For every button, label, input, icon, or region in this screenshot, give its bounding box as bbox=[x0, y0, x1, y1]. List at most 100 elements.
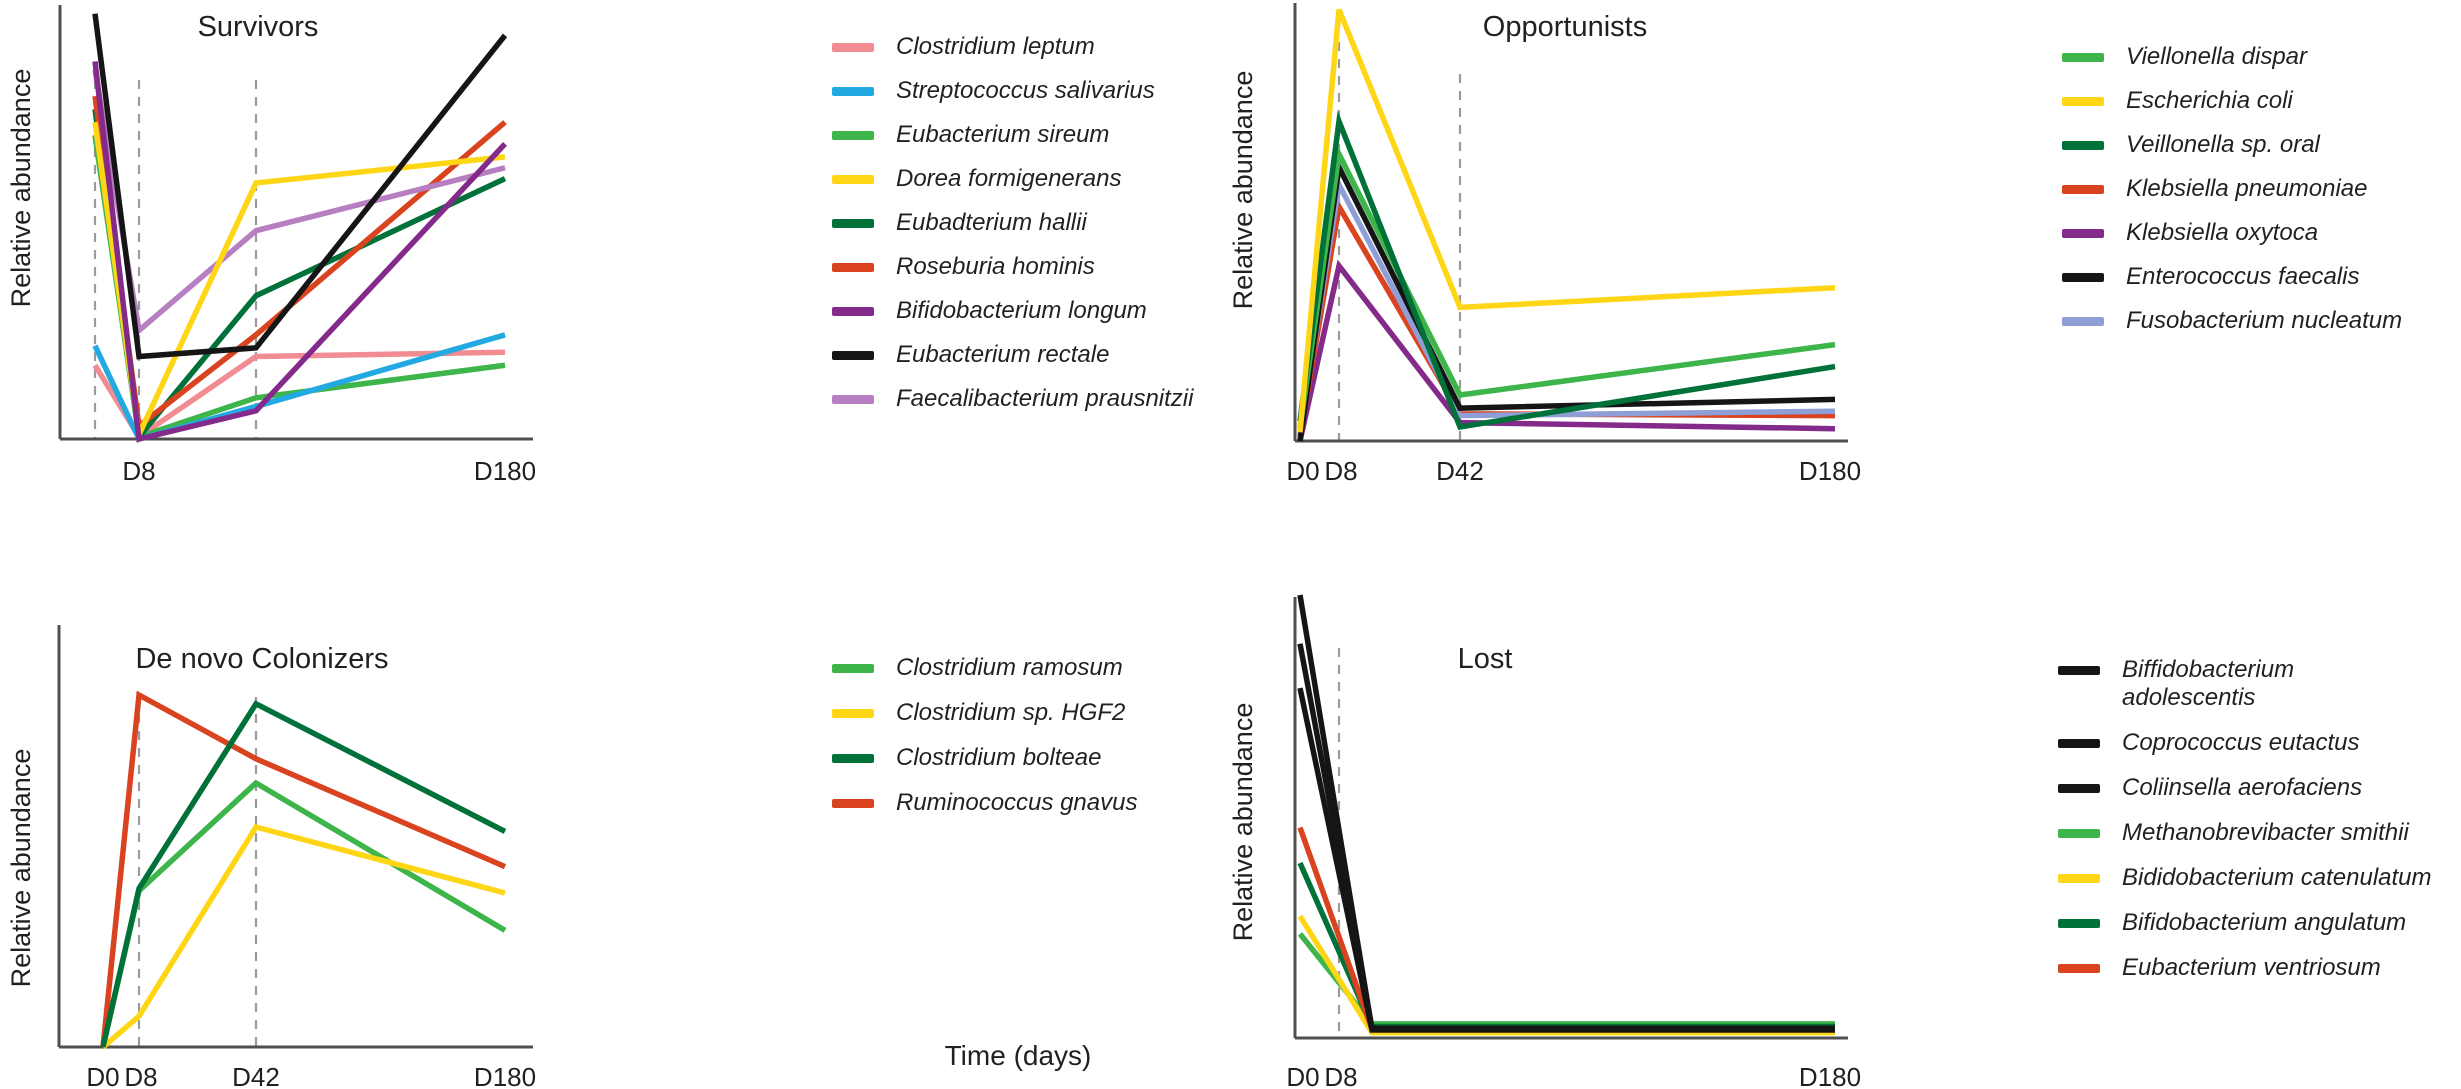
x-tick-label: D8 bbox=[1324, 1062, 1357, 1089]
series-line-biffidobacterium-adolescentis bbox=[1297, 594, 1835, 1032]
legend-label: Streptococcus salivarius bbox=[896, 77, 1155, 104]
legend-label: Coprococcus eutactus bbox=[2122, 729, 2360, 756]
legend-label: Dorea formigenerans bbox=[896, 165, 1122, 192]
x-tick-label: D180 bbox=[1799, 1062, 1861, 1089]
series-line-coliinsella-aerofaciens bbox=[1297, 643, 1835, 1032]
legend-label: Escherichia coli bbox=[2126, 87, 2293, 114]
legend-swatch bbox=[832, 709, 874, 718]
x-tick-label: D8 bbox=[122, 456, 155, 486]
legend-item: Eubacterium sireum bbox=[832, 121, 1193, 149]
series-line-dorea-formigenerans bbox=[92, 121, 506, 445]
x-tick-label: D42 bbox=[232, 1062, 280, 1089]
x-tick-label: D8 bbox=[124, 1062, 157, 1089]
legend-label: Bididobacterium catenulatum bbox=[2122, 864, 2432, 891]
legend-label: Bifidobacterium angulatum bbox=[2122, 909, 2407, 936]
legend-opportunists: Viellonella dispar Escherichia coli Veillo… bbox=[2062, 43, 2402, 351]
x-tick-label: D0 bbox=[1286, 1062, 1319, 1089]
legend-label: Methanobrevibacter smithii bbox=[2122, 819, 2409, 846]
y-axis-title: Relative abundance bbox=[1228, 71, 1258, 310]
y-axis-title: Relative abundance bbox=[6, 749, 36, 988]
legend-swatch bbox=[832, 87, 874, 96]
x-tick-label: D0 bbox=[86, 1062, 119, 1089]
panel-title: Opportunists bbox=[1483, 11, 1647, 43]
panel-de-novo-colonizers: De novo Colonizers D0 D8 D42 D180 Relative ab… bbox=[6, 625, 536, 1089]
legend-item: Eubacterium rectale bbox=[832, 341, 1193, 369]
legend-label: Roseburia hominis bbox=[896, 253, 1095, 280]
legend-swatch bbox=[2058, 739, 2100, 748]
legend-label: Clostridium leptum bbox=[896, 33, 1095, 60]
legend-item: Klebsiella oxytoca bbox=[2062, 219, 2402, 247]
legend-swatch bbox=[2058, 964, 2100, 973]
legend-label: Enterococcus faecalis bbox=[2126, 263, 2360, 290]
legend-item: Roseburia hominis bbox=[832, 253, 1193, 281]
legend-item: Bifidobacterium longum bbox=[832, 297, 1193, 325]
legend-swatch bbox=[832, 395, 874, 404]
series-line-veillonella-sp-oral bbox=[1297, 110, 1836, 431]
series-line-clostridium-bolteae bbox=[100, 700, 507, 1048]
legend-label: Eubacterium rectale bbox=[896, 341, 1110, 368]
y-axis-title: Relative abundance bbox=[1228, 703, 1258, 942]
legend-label: Clostridium bolteae bbox=[896, 744, 1102, 771]
legend-swatch bbox=[2062, 141, 2104, 150]
legend-item: Eubacterium ventriosum bbox=[2058, 954, 2432, 982]
legend-item: Clostridium bolteae bbox=[832, 744, 1137, 772]
panel-lost: Lost D0 D8 D180 Relative abundance bbox=[1228, 594, 1861, 1089]
series-line-roseburia-hominis bbox=[92, 95, 507, 432]
legend-swatch bbox=[832, 351, 874, 360]
panel-title: De novo Colonizers bbox=[135, 643, 388, 675]
series-line-coprococcus-eutactus bbox=[1297, 687, 1835, 1033]
legend-item: Bifidobacterium angulatum bbox=[2058, 909, 2432, 937]
legend-label: Eubadterium hallii bbox=[896, 209, 1087, 236]
x-tick-label: D180 bbox=[474, 456, 536, 486]
legend-swatch bbox=[2058, 666, 2100, 675]
x-tick-label: D8 bbox=[1324, 456, 1357, 486]
legend-item: Bididobacterium catenulatum bbox=[2058, 864, 2432, 892]
panel-opportunists: Opportunists D0 D8 D42 D180 Relative abundanc… bbox=[1228, 3, 1861, 486]
legend-swatch bbox=[2062, 317, 2104, 326]
legend-item: Eubadterium hallii bbox=[832, 209, 1193, 237]
legend-de-novo-colonizers: Clostridium ramosum Clostridium sp. HGF2 C… bbox=[832, 654, 1137, 834]
legend-item: Clostridium ramosum bbox=[832, 654, 1137, 682]
series-line-clostridium-leptum bbox=[92, 349, 506, 441]
legend-label: Viellonella dispar bbox=[2126, 43, 2308, 70]
legend-swatch bbox=[832, 799, 874, 808]
series-line-eubacterium-rectale bbox=[92, 13, 508, 360]
x-tick-label: D42 bbox=[1436, 456, 1484, 486]
legend-label: Eubacterium sireum bbox=[896, 121, 1110, 148]
series-line-bifidobacterium-angulatum bbox=[1297, 861, 1835, 1030]
legend-label: Ruminococcus gnavus bbox=[896, 789, 1138, 816]
legend-item: Clostridium sp. HGF2 bbox=[832, 699, 1137, 727]
series-line-ruminococcus-gnavus bbox=[100, 690, 507, 1048]
legend-lost: Biffidobacterium adolescentis Coprococcus… bbox=[2058, 656, 2432, 999]
x-tick-label: D180 bbox=[1799, 456, 1861, 486]
series-line-methanobrevibacter-smithii bbox=[1297, 932, 1835, 1027]
legend-label: Fusobacterium nucleatum bbox=[2126, 307, 2403, 334]
legend-label: Klebsiella pneumoniae bbox=[2126, 175, 2368, 202]
series-line-eubadterium-hallii bbox=[92, 108, 507, 444]
legend-item: Coprococcus eutactus bbox=[2058, 729, 2432, 757]
legend-label: Clostridium sp. HGF2 bbox=[896, 699, 1126, 726]
series-line-bididobacterium-catenulatum bbox=[1297, 914, 1835, 1036]
legend-label: Veillonella sp. oral bbox=[2126, 131, 2320, 158]
legend-swatch bbox=[832, 664, 874, 673]
legend-item: Methanobrevibacter smithii bbox=[2058, 819, 2432, 847]
legend-label: Klebsiella oxytoca bbox=[2126, 219, 2319, 246]
legend-swatch bbox=[832, 754, 874, 763]
legend-label: Eubacterium ventriosum bbox=[2122, 954, 2381, 981]
legend-item: Biffidobacterium adolescentis bbox=[2058, 656, 2432, 712]
legend-swatch bbox=[832, 175, 874, 184]
legend-swatch bbox=[2058, 784, 2100, 793]
legend-survivors: Clostridium leptum Streptococcus salivari… bbox=[832, 33, 1193, 429]
legend-item: Veillonella sp. oral bbox=[2062, 131, 2402, 159]
series-line-bifidobacterium-longum bbox=[92, 61, 508, 443]
legend-swatch bbox=[832, 307, 874, 316]
panel-title: Survivors bbox=[198, 11, 319, 43]
panel-title: Lost bbox=[1458, 643, 1513, 675]
legend-swatch bbox=[2062, 53, 2104, 62]
y-axis-title: Relative abundance bbox=[6, 69, 36, 308]
legend-swatch bbox=[2058, 874, 2100, 883]
series-line-clostridium-sp-hgf2 bbox=[101, 823, 506, 1050]
legend-item: Escherichia coli bbox=[2062, 87, 2402, 115]
legend-item: Enterococcus faecalis bbox=[2062, 263, 2402, 291]
